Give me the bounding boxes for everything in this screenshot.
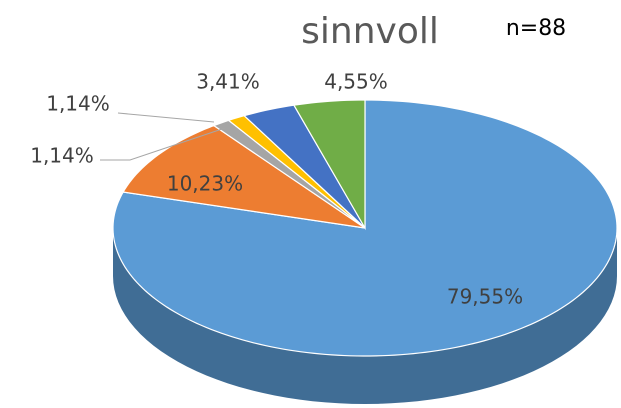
leader-line	[117, 112, 215, 123]
data-label: 4,55%	[324, 70, 388, 94]
leader-line	[100, 127, 226, 161]
data-label: 1,14%	[30, 144, 94, 168]
data-label: 3,41%	[196, 70, 260, 94]
annotation: n=88	[506, 16, 566, 41]
chart-title: sinnvoll	[301, 11, 439, 52]
data-label: 79,55%	[447, 285, 523, 309]
data-label: 1,14%	[46, 92, 110, 116]
slice	[122, 124, 366, 229]
data-label: 10,23%	[167, 172, 243, 196]
slice	[292, 99, 366, 231]
slice	[242, 104, 366, 229]
slice-side	[113, 228, 617, 404]
